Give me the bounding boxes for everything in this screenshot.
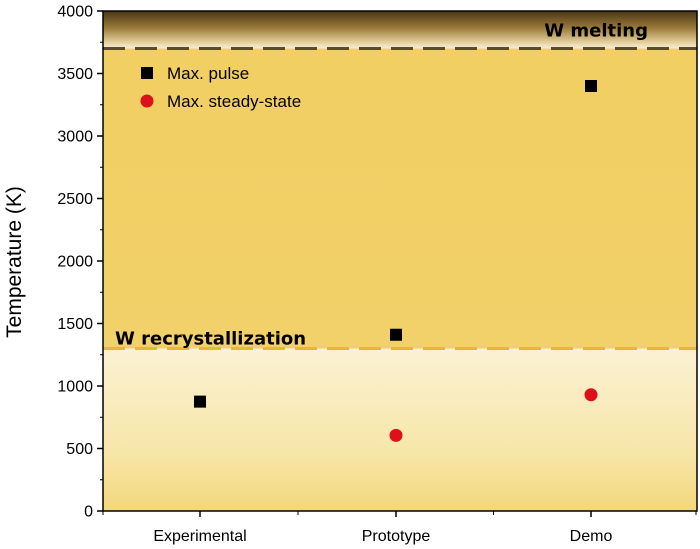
recrystallization-annotation: W recrystallization bbox=[115, 329, 306, 350]
reference-lines: W melting W recrystallization bbox=[103, 21, 697, 350]
axes: 0 500 1000 1500 2000 2500 3000 3500 4000 Experime… bbox=[57, 4, 698, 545]
x-tick-label: Prototype bbox=[362, 528, 431, 545]
legend-square-marker bbox=[141, 67, 153, 79]
max-steady-state-point bbox=[389, 428, 403, 442]
y-tick-label: 3500 bbox=[57, 66, 93, 83]
y-tick-label: 1000 bbox=[57, 379, 93, 396]
y-tick-label: 1500 bbox=[57, 316, 93, 333]
x-tick-label: Demo bbox=[570, 528, 613, 545]
legend: Max. pulse Max. steady-state bbox=[140, 64, 301, 111]
legend-circle-marker bbox=[140, 94, 154, 108]
data-marks bbox=[194, 80, 598, 442]
max-pulse-point bbox=[585, 80, 597, 92]
x-tick-label: Experimental bbox=[153, 528, 246, 545]
plot-background bbox=[103, 11, 697, 511]
above-melting-band bbox=[103, 11, 697, 49]
y-tick-label: 2500 bbox=[57, 191, 93, 208]
y-tick-label: 3000 bbox=[57, 129, 93, 146]
below-recrystallization-band bbox=[103, 348, 697, 511]
legend-label: Max. steady-state bbox=[167, 92, 301, 111]
melting-annotation: W melting bbox=[544, 21, 648, 42]
y-tick-label: 0 bbox=[84, 504, 93, 521]
y-tick-label: 500 bbox=[66, 441, 93, 458]
max-steady-state-point bbox=[584, 388, 598, 402]
max-pulse-point bbox=[390, 328, 402, 341]
recrystallization-to-melting-band bbox=[103, 48, 697, 349]
legend-label: Max. pulse bbox=[167, 64, 249, 83]
y-tick-label: 2000 bbox=[57, 254, 93, 271]
y-tick-label: 4000 bbox=[57, 4, 93, 21]
y-axis-label: Temperature (K) bbox=[3, 186, 26, 338]
max-pulse-point bbox=[194, 395, 206, 408]
